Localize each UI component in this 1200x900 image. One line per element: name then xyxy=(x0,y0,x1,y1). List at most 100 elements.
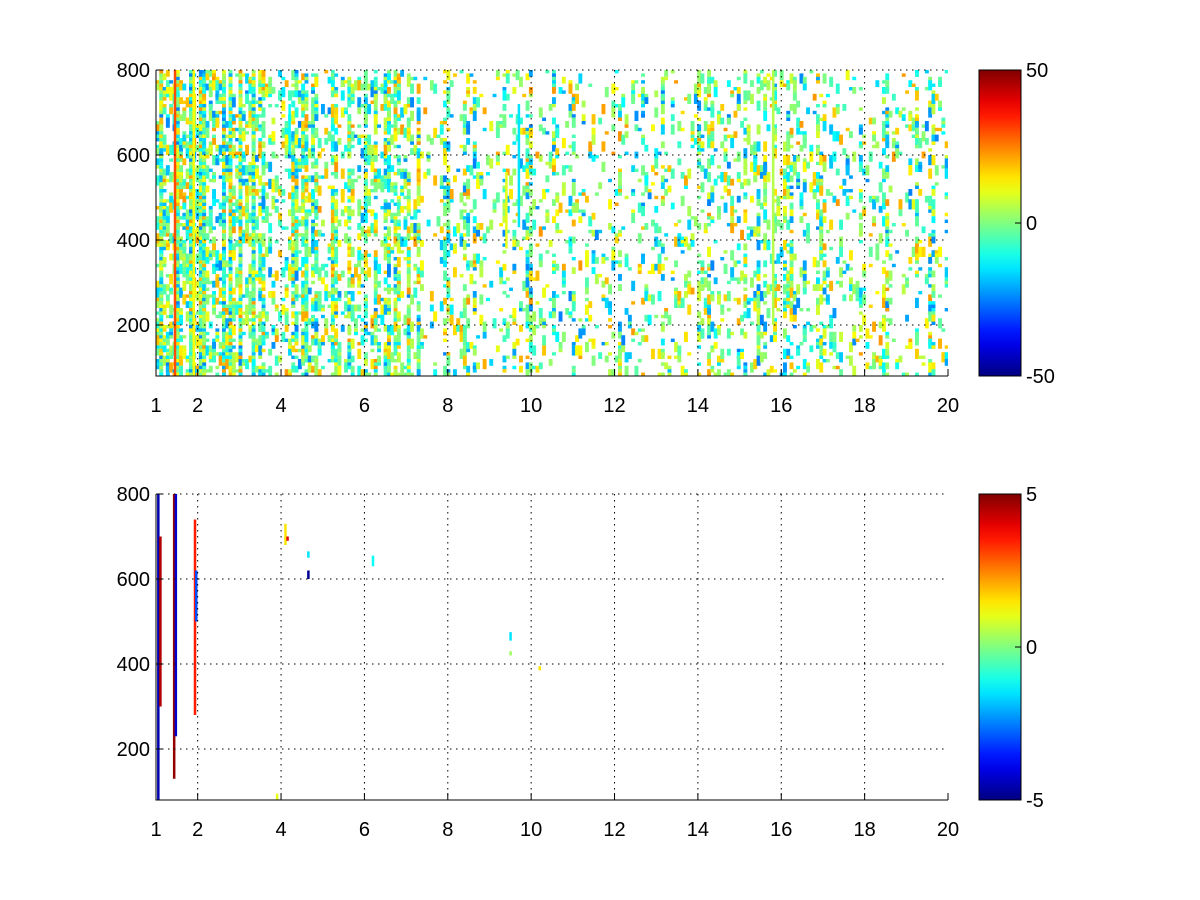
heatmap-cell xyxy=(812,257,817,268)
heatmap-cell xyxy=(598,352,603,359)
heatmap-cell xyxy=(311,138,315,149)
heatmap-cell xyxy=(205,287,210,291)
heatmap-cell xyxy=(373,284,378,288)
heatmap-cell xyxy=(769,76,774,81)
heatmap-cell xyxy=(175,365,180,373)
heatmap-cell xyxy=(284,124,289,128)
heatmap-cell xyxy=(416,195,421,206)
heatmap-cell xyxy=(334,199,339,210)
heatmap-cell xyxy=(822,104,827,108)
heatmap-cell xyxy=(786,114,791,118)
heatmap-cell xyxy=(215,328,220,332)
heatmap-cell xyxy=(198,209,203,213)
heatmap-cell xyxy=(208,70,213,77)
heatmap-cell xyxy=(525,257,530,264)
heatmap-cell xyxy=(872,144,876,149)
heatmap-cell xyxy=(479,236,484,240)
tick-marks xyxy=(155,69,949,377)
heatmap-cell xyxy=(182,294,187,305)
heatmap-cell xyxy=(185,226,190,234)
heatmap-cell xyxy=(921,355,926,359)
heatmap-cell xyxy=(660,97,665,101)
heatmap-cell xyxy=(697,223,702,230)
heatmap-cell xyxy=(373,325,378,332)
heatmap-cell xyxy=(274,355,279,366)
heatmap-cell xyxy=(915,260,919,264)
heatmap-cell xyxy=(707,369,711,376)
heatmap-cell xyxy=(334,352,339,359)
heatmap-cell xyxy=(571,365,576,370)
heatmap-cell xyxy=(462,219,467,230)
heatmap-cell xyxy=(789,246,794,257)
heatmap-cell xyxy=(373,318,378,325)
heatmap-cell xyxy=(519,76,523,87)
heatmap-cell xyxy=(690,240,695,247)
heatmap-cell xyxy=(189,246,193,251)
heatmap-cell xyxy=(406,202,411,213)
heatmap-cell xyxy=(456,223,461,234)
heatmap-cell xyxy=(202,325,207,329)
heatmap-cell xyxy=(604,297,609,308)
heatmap-cell xyxy=(363,212,368,223)
heatmap-cell xyxy=(330,301,335,312)
heatmap-cell xyxy=(756,345,761,349)
heatmap-cell xyxy=(598,117,603,125)
heatmap-cell xyxy=(934,257,939,264)
heatmap-cell xyxy=(238,127,243,132)
heatmap-cell xyxy=(802,270,807,274)
heatmap-cell xyxy=(726,308,731,312)
heatmap-cell xyxy=(350,355,355,363)
heatmap-cell xyxy=(218,301,223,305)
heatmap-cell xyxy=(486,297,490,302)
heatmap-cell xyxy=(845,195,850,206)
heatmap-cell xyxy=(849,87,853,91)
heatmap-cell xyxy=(786,277,791,281)
heatmap-cell xyxy=(736,297,741,305)
heatmap-cell xyxy=(403,127,408,138)
heatmap-cell xyxy=(845,165,850,176)
heatmap-cell xyxy=(552,131,556,138)
heatmap-cell xyxy=(631,212,636,223)
heatmap-cell xyxy=(311,369,315,373)
heatmap-cell xyxy=(215,110,220,115)
heatmap-cell xyxy=(271,199,276,210)
heatmap-cell xyxy=(492,318,497,329)
heatmap-cell xyxy=(179,216,183,220)
heatmap-cell xyxy=(928,362,933,373)
heatmap-cell xyxy=(944,229,948,234)
heatmap-cell xyxy=(291,83,296,87)
heatmap-cell xyxy=(251,97,256,101)
heatmap-cell xyxy=(248,328,253,332)
heatmap-cell xyxy=(885,308,890,312)
heatmap-cell xyxy=(882,138,886,142)
heatmap-cell xyxy=(294,240,299,251)
heatmap-cell xyxy=(657,263,662,274)
heatmap-cell xyxy=(697,270,702,274)
heatmap-cell xyxy=(212,297,216,308)
heatmap-cell xyxy=(215,144,220,149)
heatmap-cell xyxy=(618,172,622,179)
heatmap-cell xyxy=(944,345,948,349)
heatmap-cell xyxy=(367,233,372,237)
heatmap-cell xyxy=(396,243,401,254)
heatmap-cell xyxy=(268,243,273,251)
heatmap-streak xyxy=(771,70,775,325)
heatmap-cell xyxy=(882,127,886,138)
heatmap-cell xyxy=(159,243,164,251)
heatmap-cell xyxy=(189,338,193,342)
heatmap-cell xyxy=(175,219,180,223)
heatmap-cell xyxy=(585,318,589,322)
heatmap-cell xyxy=(786,172,791,183)
heatmap-cell xyxy=(198,372,203,376)
heatmap-cell xyxy=(611,151,616,155)
heatmap-cell xyxy=(842,104,847,111)
heatmap-cell xyxy=(756,325,761,336)
heatmap-cell xyxy=(730,372,735,376)
heatmap-cell xyxy=(245,131,249,135)
heatmap-cell xyxy=(291,216,296,223)
heatmap-cell xyxy=(294,73,299,77)
heatmap-cell xyxy=(499,223,504,227)
heatmap-cell xyxy=(175,121,180,125)
heatmap-cell xyxy=(816,260,820,268)
heatmap-cell xyxy=(291,141,296,145)
